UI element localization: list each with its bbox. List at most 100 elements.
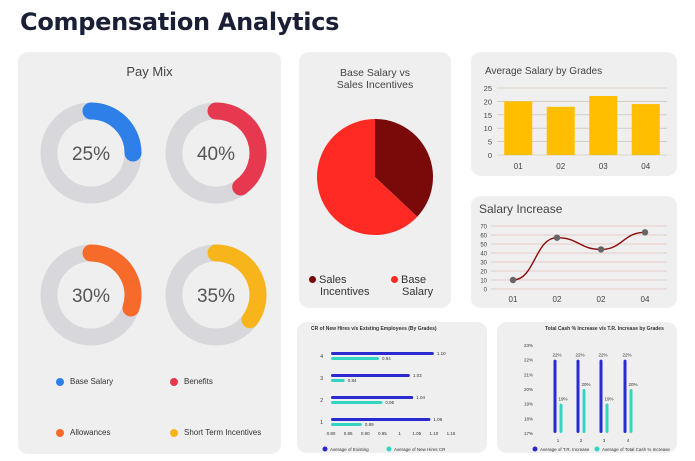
pay-mix-donuts: 25% 40% 30% 35% bbox=[40, 102, 267, 346]
legend-benefits: Benefits bbox=[170, 377, 213, 386]
x-tick-label: 3 bbox=[603, 438, 606, 443]
cash-increase-card: Total Cash % Increase v/s T.R. Increase … bbox=[497, 322, 677, 453]
pie-title-line-1: Base Salary vs bbox=[339, 67, 411, 79]
x-tick-label: 0.90 bbox=[361, 431, 370, 436]
y-tick-label: 25 bbox=[484, 84, 492, 93]
x-tick-label: 2 bbox=[580, 438, 583, 443]
donut-label: 35% bbox=[197, 286, 235, 307]
y-tick-label: 19% bbox=[524, 402, 533, 407]
legend-label: Average of Existing bbox=[330, 447, 369, 452]
data-label: 19% bbox=[558, 397, 567, 402]
pie-title-line-2: Sales Incentives bbox=[336, 79, 414, 91]
data-label: 22% bbox=[552, 353, 561, 358]
avg-salary-card: Average Salary by Grades 0 5 10 15 20 25 01 02 0… bbox=[471, 52, 677, 176]
bar-2-grade-4 bbox=[331, 357, 379, 360]
x-tick-label: 1.10 bbox=[429, 431, 438, 436]
x-tick-label: 4 bbox=[627, 438, 630, 443]
bar-02 bbox=[546, 106, 575, 155]
legend-swatch bbox=[170, 377, 178, 386]
bar-03 bbox=[589, 96, 618, 155]
bar-2-grade-2 bbox=[331, 401, 383, 404]
bar-2-grade-3 bbox=[331, 379, 345, 382]
y-tick-label: 3 bbox=[320, 376, 323, 382]
bar-1-grade-4 bbox=[623, 359, 627, 433]
bar-1-grade-2 bbox=[331, 396, 414, 399]
avg-salary-chart: 0 5 10 15 20 25 01 02 03 04 bbox=[484, 84, 667, 171]
legend-label: Allowances bbox=[70, 428, 111, 437]
bar-2-grade-3 bbox=[605, 403, 609, 433]
legend-label: Short Term Incentives bbox=[184, 428, 262, 437]
bar-2-grade-1 bbox=[331, 423, 362, 426]
y-tick-label: 20 bbox=[480, 270, 487, 276]
salary-increase-title: Salary Increase bbox=[479, 202, 563, 216]
y-tick-label: 40 bbox=[480, 252, 487, 258]
x-tick-label: 03 bbox=[599, 162, 608, 171]
page-title: Compensation Analytics bbox=[20, 8, 340, 36]
y-tick-label: 20 bbox=[484, 97, 492, 106]
pie-slice-1 bbox=[375, 119, 433, 217]
data-label: 0.89 bbox=[365, 422, 374, 427]
y-tick-label: 1 bbox=[320, 420, 323, 426]
donut-arc-1 bbox=[82, 102, 142, 162]
avg-salary-title: Average Salary by Grades bbox=[485, 66, 603, 77]
donut-arc-3 bbox=[82, 244, 142, 317]
y-tick-label: 22% bbox=[524, 358, 533, 363]
legend-swatch bbox=[170, 428, 178, 437]
pay-mix-card: Pay Mix 25% 40% 30% 35% Base Salary Benefit… bbox=[18, 52, 281, 454]
legend-swatch bbox=[56, 377, 64, 386]
x-tick-label: 1 bbox=[557, 438, 560, 443]
data-label: 20% bbox=[628, 382, 637, 387]
x-tick-label: 04 bbox=[641, 162, 650, 171]
donut-arc-4 bbox=[207, 244, 267, 329]
legend-label: Benefits bbox=[184, 377, 213, 386]
legend-short-term-incentives: Short Term Incentives bbox=[170, 428, 261, 437]
bar-2-grade-2 bbox=[582, 389, 586, 433]
data-label: 20% bbox=[581, 382, 590, 387]
pie-chart bbox=[317, 119, 433, 235]
x-tick-label: 0.85 bbox=[344, 431, 353, 436]
legend-label: Base bbox=[401, 274, 427, 286]
pie-legend-sales-incentives: Sales Incentives bbox=[309, 274, 370, 298]
bar-2-grade-4 bbox=[629, 389, 633, 433]
x-tick-label: 02 bbox=[553, 295, 562, 304]
x-tick-label: 01 bbox=[514, 162, 523, 171]
legend-swatch bbox=[56, 428, 64, 437]
legend-label: Average of Total Cash % Increase bbox=[602, 447, 670, 452]
pay-mix-title: Pay Mix bbox=[126, 64, 173, 79]
y-tick-label: 70 bbox=[480, 225, 487, 231]
bar-1-grade-3 bbox=[331, 374, 410, 377]
cr-chart: 1 1.09 0.89 2 1.04 0.95 3 1.03 0.84 4 1.10 0.94 0.80… bbox=[320, 351, 456, 454]
y-tick-label: 10 bbox=[480, 279, 487, 285]
salary-increase-card: Salary Increase 0 10 20 30 40 50 60 70 01 02 02 04 bbox=[471, 196, 677, 308]
data-label: 22% bbox=[575, 353, 584, 358]
y-tick-label: 2 bbox=[320, 398, 323, 404]
salary-vs-incentives-card: Base Salary vs Sales Incentives Sales In… bbox=[299, 52, 451, 308]
y-tick-label: 20% bbox=[524, 387, 533, 392]
data-label: 0.94 bbox=[382, 356, 391, 361]
x-tick-label: 04 bbox=[641, 295, 650, 304]
y-tick-label: 60 bbox=[480, 234, 487, 240]
y-tick-label: 50 bbox=[480, 243, 487, 249]
bar-1-grade-2 bbox=[576, 359, 580, 433]
bar-01 bbox=[504, 101, 533, 155]
x-tick-label: 1 bbox=[398, 431, 401, 436]
series-line bbox=[512, 231, 646, 281]
donut-label: 40% bbox=[197, 144, 235, 165]
legend-label: Base Salary bbox=[70, 377, 114, 386]
data-label: 0.84 bbox=[348, 378, 357, 383]
y-tick-label: 5 bbox=[488, 138, 492, 147]
bar-1-grade-4 bbox=[331, 352, 434, 355]
legend-label: Employees CR bbox=[330, 453, 361, 454]
legend-swatch bbox=[594, 446, 600, 452]
cash-increase-chart: 17% 18% 19% 20% 21% 22% 23% 22% 19% 1 22% 20% 2 22% 19… bbox=[524, 343, 670, 452]
legend-swatch bbox=[386, 446, 392, 452]
y-tick-label: 0 bbox=[488, 151, 492, 160]
line-point-1 bbox=[509, 276, 517, 284]
y-tick-label: 15 bbox=[484, 111, 492, 120]
donut-label: 30% bbox=[72, 286, 110, 307]
bar-1-grade-1 bbox=[553, 359, 557, 433]
data-label: 22% bbox=[598, 353, 607, 358]
y-tick-label: 17% bbox=[524, 431, 533, 436]
legend-swatch bbox=[322, 446, 328, 452]
x-tick-label: 02 bbox=[556, 162, 565, 171]
